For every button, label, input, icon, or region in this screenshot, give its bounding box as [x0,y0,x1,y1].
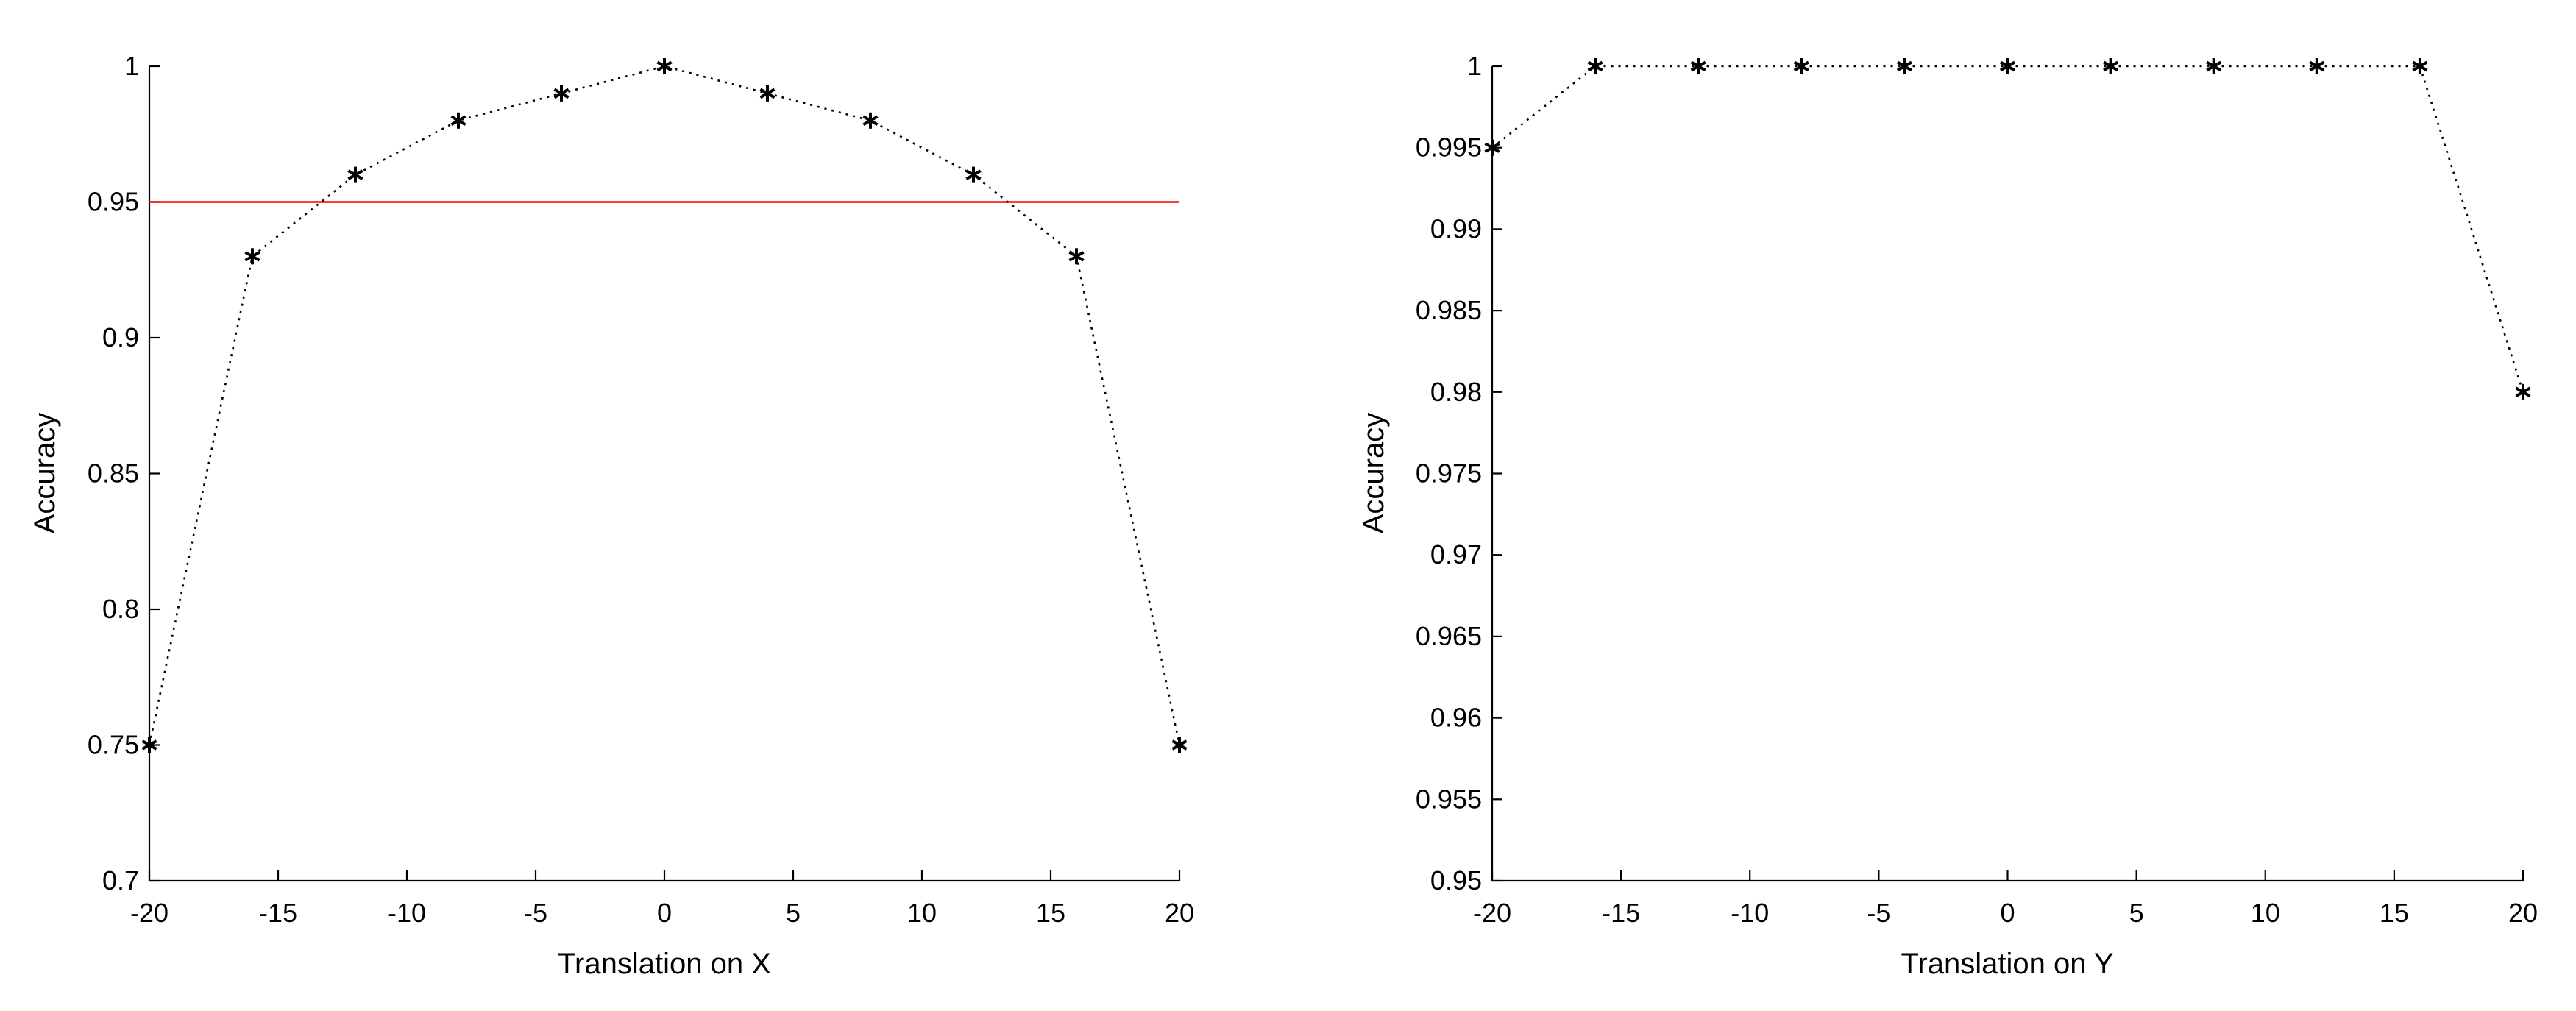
y-tick-label: 0.99 [1430,213,1482,244]
y-tick-label: 0.75 [88,730,139,760]
data-point-marker [759,85,776,102]
y-tick-label: 0.7 [102,865,139,895]
x-axis-label: Translation on X [558,948,771,980]
y-tick-label: 0.985 [1416,295,1482,325]
data-point-marker [553,85,570,102]
x-tick-label: 10 [907,898,937,928]
y-tick-label: 1 [124,51,139,81]
y-tick-label: 0.95 [1430,865,1482,895]
data-point-marker [2206,58,2222,74]
y-tick-label: 1 [1467,51,1482,81]
y-tick-label: 0.8 [102,594,139,624]
axis-frame [148,66,1179,882]
x-tick-label: 10 [2251,898,2280,928]
y-tick-label: 0.95 [88,187,139,217]
data-point-marker [244,248,260,265]
data-point-marker [2412,58,2428,74]
x-tick-label: 20 [1165,898,1194,928]
series-markers [141,58,1188,753]
x-tick-label: 5 [2129,898,2144,928]
y-tick-label: 0.965 [1416,621,1482,651]
data-point-marker [347,166,363,183]
data-point-marker [2309,58,2325,74]
series-line [1491,65,2524,393]
x-tick-label: -15 [1602,898,1640,928]
data-point-marker [656,58,673,74]
y-axis-label: Accuracy [29,413,61,534]
y-tick-label: 0.96 [1430,703,1482,733]
data-point-marker [450,112,466,129]
data-point-marker [1896,58,1912,74]
x-axis: -20 -15 -10 -5 0 5 10 15 20 [130,870,1194,928]
data-point-marker [141,737,157,753]
data-point-marker [1484,139,1500,156]
x-tick-label: 0 [2000,898,2015,928]
y-axis: 0.7 0.75 0.8 0.85 0.9 0.95 1 [88,51,160,895]
x-tick-label: 15 [1036,898,1065,928]
x-tick-label: 5 [786,898,801,928]
data-point-marker [1171,737,1188,753]
chart-translation-y: -20 -15 -10 -5 0 5 10 15 20 0.950.9550.960.9650.… [1358,51,2538,980]
y-tick-label: 0.9 [102,322,139,352]
x-tick-label: -5 [524,898,547,928]
series-markers [1484,58,2531,400]
x-tick-label: -5 [1867,898,1890,928]
y-tick-label: 0.97 [1430,539,1482,570]
chart-translation-x: -20 -15 -10 -5 0 5 10 15 20 0.7 0.75 0.8 0.85 0.9 0.9… [29,51,1194,980]
x-axis: -20 -15 -10 -5 0 5 10 15 20 [1473,870,2538,928]
x-axis-label: Translation on Y [1901,948,2113,980]
x-tick-label: -10 [388,898,426,928]
x-tick-label: -10 [1731,898,1769,928]
y-tick-label: 0.995 [1416,132,1482,163]
data-point-marker [2103,58,2119,74]
y-tick-label: 0.85 [88,458,139,489]
y-axis: 0.95 0.955 0.96 0.965 0.97 0.975 0.98 0.985 0.99… [1416,51,1502,895]
y-axis-label: Accuracy [1358,413,1390,534]
y-tick-label: 0.975 [1416,458,1482,489]
x-tick-label: 15 [2380,898,2409,928]
y-tick-label: 0.955 [1416,784,1482,814]
data-point-marker [1793,58,1809,74]
data-point-marker [2515,383,2531,400]
data-point-marker [1587,58,1603,74]
data-point-marker [1999,58,2016,74]
x-tick-label: -15 [259,898,297,928]
x-tick-label: -20 [130,898,168,928]
data-point-marker [862,112,879,129]
data-point-marker [1068,248,1085,265]
series-line [148,65,1181,745]
data-point-marker [965,166,982,183]
x-tick-label: 20 [2508,898,2538,928]
y-tick-label: 0.98 [1430,377,1482,407]
x-tick-label: 0 [657,898,672,928]
x-tick-label: -20 [1473,898,1511,928]
data-point-marker [1690,58,1706,74]
axis-frame [1491,66,2523,882]
